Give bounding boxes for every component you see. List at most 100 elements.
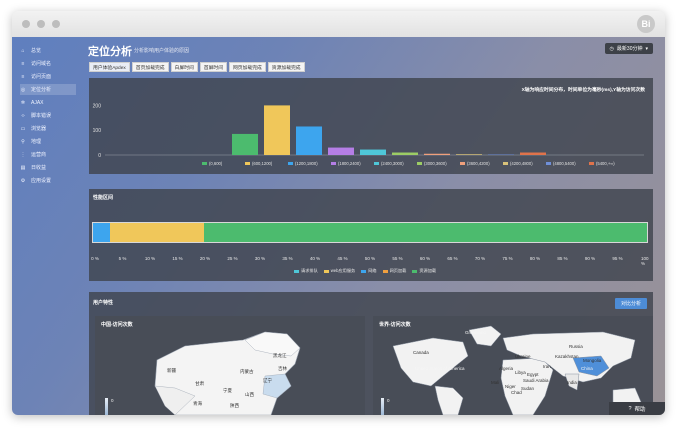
stack-segment-1[interactable] xyxy=(109,223,204,242)
legend-swatch xyxy=(288,162,293,165)
percent-tick-label: 30 % xyxy=(254,256,266,261)
time-legend-item[interactable]: web应用服务 xyxy=(323,268,355,274)
percent-tick-label: 5 % xyxy=(118,256,127,261)
sidebar-item-label: 应用设置 xyxy=(31,178,52,184)
tab-white-screen[interactable]: 白屏时间 xyxy=(170,62,198,72)
sidebar-item-label: 总览 xyxy=(31,48,42,54)
map-label-greenland: Greenland xyxy=(465,330,487,335)
time-legend-item[interactable]: 网络 xyxy=(361,268,377,274)
legend-label[interactable]: (3600,4200) xyxy=(467,161,490,166)
legend-label[interactable]: (4800,5400) xyxy=(553,161,576,166)
bar-2[interactable] xyxy=(296,126,322,155)
map-label-mali: Mali xyxy=(491,380,500,385)
map-label-canada: Canada xyxy=(413,350,429,355)
pin-icon: ⚲ xyxy=(21,138,25,145)
map-label-kazakhstan: Kazakhstan xyxy=(555,354,579,359)
time-legend-item[interactable]: 网页加载 xyxy=(382,268,406,274)
window-maximize-dot[interactable] xyxy=(52,20,60,28)
time-legend-item[interactable]: 资源加载 xyxy=(412,268,436,274)
percent-tick-label: 0 % xyxy=(91,256,99,261)
list-icon: ≡ xyxy=(21,73,25,80)
legend-swatch xyxy=(374,162,379,165)
legend-label[interactable]: (4200,4800) xyxy=(510,161,533,166)
legend-label[interactable]: (2400,3000) xyxy=(381,161,404,166)
percent-tick-label: 85 % xyxy=(557,256,568,261)
tab-apdex[interactable]: 用户体验Apdex xyxy=(89,62,130,72)
bar-1[interactable] xyxy=(264,105,290,155)
user-section-panel: 用户特性 对比分析 中国-访问次数 黑龙江 吉林 内蒙古 辽宁 新疆 甘肃 宁夏… xyxy=(89,292,653,415)
tab-page-load[interactable]: 网页加载完成 xyxy=(229,62,266,72)
metric-tabs: 用户体验Apdex 首页加载完成 白屏时间 首屏时间 网页加载完成 资源加载完成 xyxy=(89,62,307,72)
legend-label[interactable]: (5400,+∞) xyxy=(596,161,615,166)
map-label-inner-mongolia: 内蒙古 xyxy=(240,369,254,374)
map-label-heilongjiang: 黑龙江 xyxy=(273,353,287,358)
bar-6[interactable] xyxy=(424,153,450,155)
bar-4[interactable] xyxy=(360,149,386,155)
map-label-liaoning: 辽宁 xyxy=(263,378,272,383)
legend-swatch xyxy=(412,269,418,273)
sidebar-item-geography[interactable]: ⚲ 地理 xyxy=(20,136,76,147)
sidebar-item-domains[interactable]: ≡ 访问域名 xyxy=(20,58,76,69)
bar-3[interactable] xyxy=(328,147,354,155)
app-logo: Bi xyxy=(637,15,655,33)
china-map-shape[interactable] xyxy=(95,316,365,415)
map-label-chad: Chad xyxy=(511,390,522,395)
help-button[interactable]: ? 帮助 xyxy=(609,402,665,415)
tab-first-load[interactable]: 首页加载完成 xyxy=(131,62,169,72)
map-label-xinjiang: 新疆 xyxy=(167,368,176,373)
sidebar-item-overview[interactable]: ⌂ 总览 xyxy=(20,45,76,56)
legend-label[interactable]: (0,600) xyxy=(209,161,223,166)
china-map-panel: 中国-访问次数 黑龙江 吉林 内蒙古 辽宁 新疆 甘肃 宁夏 山西 青海 陕西 … xyxy=(95,316,365,415)
world-map-shape[interactable] xyxy=(373,316,653,415)
bar-9[interactable] xyxy=(520,152,546,155)
map-label-egypt: Egypt xyxy=(527,372,539,377)
legend-label[interactable]: (600,1200) xyxy=(252,161,273,166)
stack-segment-2[interactable] xyxy=(203,223,647,242)
time-legend-item[interactable]: 请求排队 xyxy=(294,268,318,274)
sidebar-item-script-errors[interactable]: ‹› 脚本错误 xyxy=(20,110,76,121)
map-label-mongolia: Mongolia xyxy=(583,358,602,363)
world-map-title: 世界-访问次数 xyxy=(379,322,411,328)
window-close-dot[interactable] xyxy=(22,20,30,28)
sidebar-item-label: 地理 xyxy=(31,139,42,145)
legend-swatch xyxy=(294,269,299,273)
time-range-button[interactable]: ◷ 最新30分钟 ▾ xyxy=(604,43,653,54)
stack-segment-0[interactable] xyxy=(93,223,110,242)
chevron-down-icon: ▾ xyxy=(645,45,648,52)
sidebar-item-pages[interactable]: ≡ 访问页面 xyxy=(20,71,76,82)
window-minimize-dot[interactable] xyxy=(37,20,45,28)
sidebar-item-label: 访问域名 xyxy=(31,61,52,67)
time-section-panel: 性能区间 0 % 5 % 10 % 15 % 20 % 25 % 30 % 35 % 40 % 4… xyxy=(89,189,653,281)
sidebar-item-settings[interactable]: ⚙ 应用设置 xyxy=(20,175,76,186)
sidebar-item-locate[interactable]: ◎ 定位分析 xyxy=(20,84,76,95)
page-subtitle: 分析影响用户体验的原因 xyxy=(134,48,190,54)
legend-label[interactable]: (3000,3600) xyxy=(424,161,447,166)
sidebar-item-carrier[interactable]: ⋮ 运营商 xyxy=(20,149,76,160)
china-map-scale-value: 0 xyxy=(111,398,114,403)
legend-label[interactable]: (1800,2400) xyxy=(338,161,361,166)
map-label-shaanxi: 陕西 xyxy=(230,403,239,408)
world-map-panel: 世界-访问次数 Greenland Canada Russia Kazakhst… xyxy=(373,316,653,415)
compare-analysis-button[interactable]: 对比分析 xyxy=(614,298,647,309)
bar-0[interactable] xyxy=(232,133,258,155)
distribution-note: X轴为响应时间分布，时间单位为毫秒(ms),Y轴为访问次数 xyxy=(521,88,645,93)
sidebar-item-label: 访问页面 xyxy=(31,74,52,80)
page-title: 定位分析 xyxy=(88,46,132,58)
map-label-usa: United States of America xyxy=(415,366,465,371)
bar-7[interactable] xyxy=(456,154,482,155)
legend-swatch xyxy=(417,162,422,165)
tab-resource-load[interactable]: 资源加载完成 xyxy=(267,62,305,72)
tab-first-screen[interactable]: 首屏时间 xyxy=(199,62,227,72)
bar-5[interactable] xyxy=(392,152,418,155)
percent-tick-label: 80 % xyxy=(529,256,541,261)
sidebar-item-browser[interactable]: ▭ 浏览器 xyxy=(20,123,76,134)
percent-tick-label: 25 % xyxy=(227,256,238,261)
sidebar-item-ajax[interactable]: ✲ AJAX xyxy=(20,97,76,108)
code-icon: ‹› xyxy=(21,112,25,119)
legend-label[interactable]: (1200,1800) xyxy=(295,161,318,166)
browser-icon: ▭ xyxy=(20,125,26,132)
sidebar-item-daily-revenue[interactable]: ▤ 日收益 xyxy=(20,162,76,173)
map-label-iran: Iran xyxy=(543,364,551,369)
legend-label: 资源加载 xyxy=(419,268,437,273)
sidebar: ⌂ 总览 ≡ 访问域名 ≡ 访问页面 ◎ 定位分析 ✲ AJAX ‹› 脚本错误 xyxy=(12,37,78,415)
